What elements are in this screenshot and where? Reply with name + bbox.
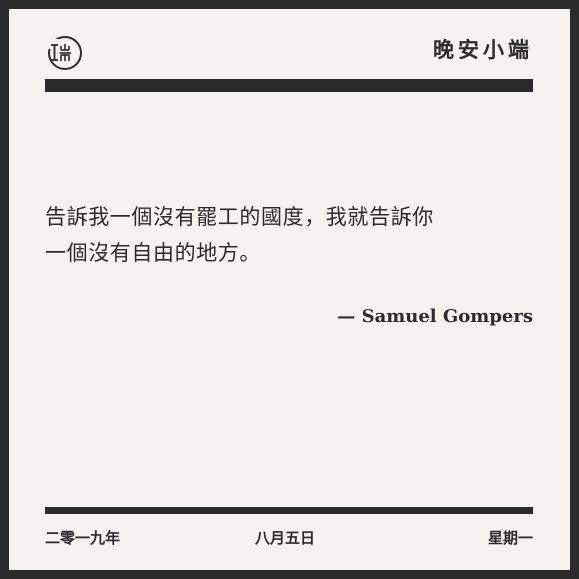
footer-date: 八月五日 bbox=[255, 529, 316, 547]
quote-attribution: — Samuel Gompers bbox=[337, 306, 533, 327]
footer-weekday: 星期一 bbox=[487, 529, 533, 547]
quote: 告訴我一個沒有罷工的國度，我就告訴你 一個沒有自由的地方。 bbox=[45, 199, 535, 271]
footer-year: 二零一九年 bbox=[45, 529, 121, 547]
footer: 二零一九年 八月五日 星期一 bbox=[45, 528, 533, 548]
card: 晚安小端 告訴我一個沒有罷工的國度，我就告訴你 一個沒有自由的地方。 — Sam… bbox=[9, 9, 570, 570]
bottom-divider bbox=[45, 507, 533, 514]
quote-line-1: 告訴我一個沒有罷工的國度，我就告訴你 bbox=[45, 205, 434, 229]
duan-seal-icon bbox=[47, 36, 82, 70]
top-divider bbox=[45, 79, 533, 92]
quote-line-2: 一個沒有自由的地方。 bbox=[45, 241, 261, 265]
brand-title: 晚安小端 bbox=[433, 37, 533, 62]
